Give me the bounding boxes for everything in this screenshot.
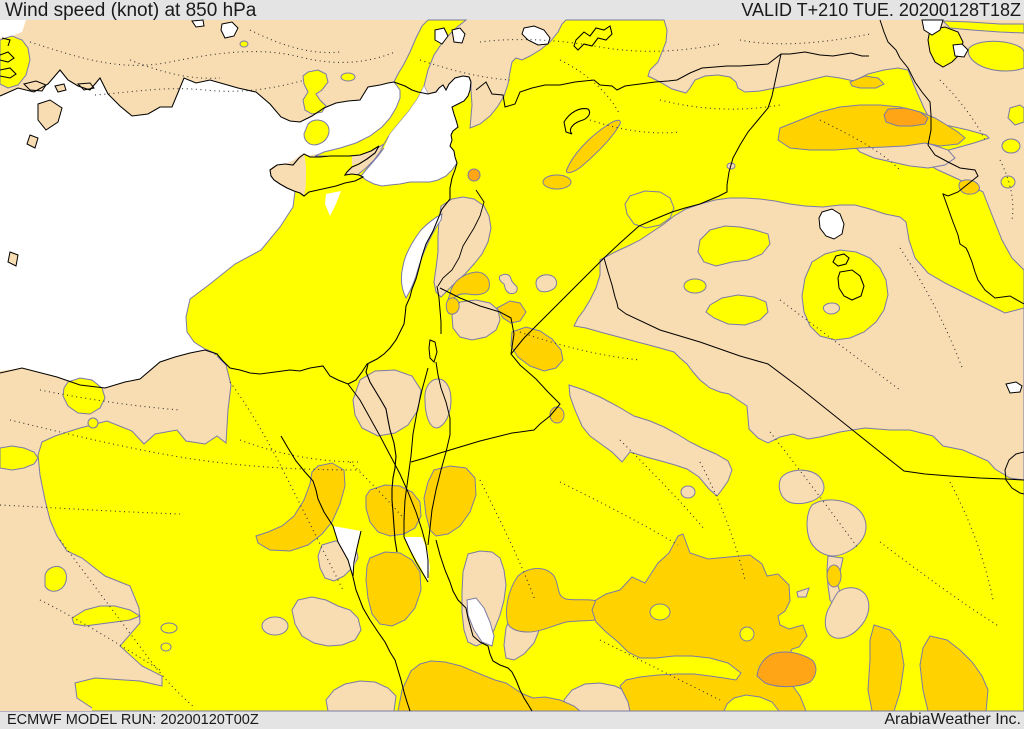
svg-text:VALID T+210 TUE. 20200128T18Z: VALID T+210 TUE. 20200128T18Z xyxy=(741,0,1021,20)
svg-text:ArabiaWeather Inc.: ArabiaWeather Inc. xyxy=(884,711,1021,728)
svg-text:Wind speed (knot) at 850 hPa: Wind speed (knot) at 850 hPa xyxy=(5,0,257,21)
svg-text:ECMWF MODEL RUN: 20200120T00Z: ECMWF MODEL RUN: 20200120T00Z xyxy=(7,712,259,728)
